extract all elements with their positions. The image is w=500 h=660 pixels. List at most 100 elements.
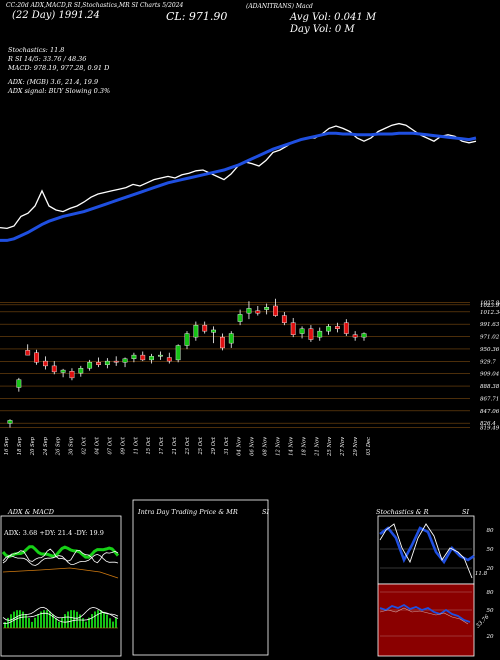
candle-body	[122, 358, 128, 363]
price-level-label: 909.04	[480, 372, 500, 378]
macd-histogram-bar	[109, 618, 111, 628]
header-tickers: CC:20d ADX,MACD,R SI,Stochastics,MR SI C…	[6, 2, 184, 9]
stoch-level-label: 80	[487, 528, 494, 534]
candle-body	[335, 326, 340, 329]
rsi-signal-line	[379, 607, 469, 625]
header-period: (22 Day) 1991.24	[12, 10, 100, 21]
macd-line	[2, 606, 119, 621]
candle-body	[290, 322, 296, 335]
macd-readout: MACD: 978.19, 977.28, 0.91 D	[8, 64, 110, 72]
date-label: 18 Nov	[301, 437, 307, 456]
candle-body	[34, 352, 39, 363]
macd-histogram-bar	[22, 611, 24, 628]
candle-body	[140, 354, 146, 361]
candle-body	[352, 334, 358, 338]
candle-body	[131, 354, 137, 359]
macd-signal-line	[2, 612, 119, 624]
stoch-value-label: 11.8	[475, 571, 488, 577]
macd-histogram-bar	[85, 621, 87, 628]
macd-histogram-bar	[13, 611, 15, 628]
rsi-value-label: 33.76	[475, 614, 491, 630]
header-day-vol: Day Vol: 0 M	[290, 24, 355, 35]
rsi-line	[379, 603, 471, 623]
adx-panel	[0, 515, 122, 657]
date-label: 15 Oct	[146, 436, 152, 454]
date-label: 21 Oct	[172, 436, 178, 455]
rsi-level-label: 50	[487, 608, 494, 614]
macd-histogram-bar	[115, 617, 117, 628]
rsi-level-label: 80	[487, 590, 494, 596]
date-label: 27 Nov	[340, 437, 346, 457]
candle-body	[219, 336, 225, 349]
candle-body	[69, 371, 75, 379]
macd-histogram-bar	[88, 617, 90, 628]
stoch-panel-si: SI	[462, 508, 470, 516]
price-level-label: 929.7	[480, 359, 496, 365]
trend-line-1	[0, 131, 477, 242]
macd-histogram-bar	[106, 614, 108, 628]
macd-histogram-bar	[19, 610, 21, 628]
date-label: 08 Nov	[263, 437, 269, 456]
date-label: 03 Dec	[366, 437, 372, 455]
macd-histogram-bar	[25, 614, 27, 628]
price-level-label: 888.38	[480, 384, 500, 390]
candle-body	[299, 328, 305, 334]
macd-histogram-bar	[28, 617, 30, 628]
candle-body	[246, 308, 252, 314]
candle-body	[343, 322, 349, 334]
candle-body	[202, 324, 208, 332]
date-label: 31 Oct	[224, 436, 230, 454]
price-level-label: 950.36	[480, 347, 500, 353]
stoch-k-line	[379, 523, 473, 579]
trend-line-0	[0, 122, 477, 230]
date-label: 18 Sep	[17, 436, 23, 455]
candle-body	[149, 356, 154, 361]
macd-histogram-bar	[43, 610, 45, 628]
date-label: 17 Oct	[159, 436, 165, 454]
macd-histogram-bar	[10, 614, 12, 628]
date-label: 09 Oct	[120, 436, 126, 454]
rsi-panel	[377, 583, 475, 657]
macd-histogram-bar	[112, 621, 114, 628]
candle-body	[113, 360, 119, 363]
candle-body	[60, 369, 66, 373]
header-avg-vol: Avg Vol: 0.041 M	[290, 12, 377, 23]
macd-histogram-bar	[40, 611, 42, 628]
candle-body	[87, 362, 93, 369]
candle-body	[175, 345, 181, 361]
candle-body	[211, 329, 216, 333]
adx-readout: ADX: (MGB) 3.6, 21.4, 19.9	[8, 78, 99, 86]
candle-body	[317, 330, 323, 338]
candle-body	[264, 306, 270, 310]
macd-histogram-bar	[91, 614, 93, 628]
candle-body	[16, 379, 22, 388]
price-level-label: 971.02	[480, 335, 500, 341]
macd-histogram-bar	[70, 610, 72, 628]
header-close: CL: 971.90	[166, 10, 228, 23]
candle-body	[7, 420, 13, 424]
candle-body	[193, 324, 199, 338]
date-label: 16 Sep	[4, 436, 10, 455]
date-label: 04 Nov	[237, 437, 243, 456]
macd-histogram-bar	[67, 611, 69, 628]
date-label: 26 Sep	[56, 436, 62, 456]
date-label: 30 Sep	[69, 436, 75, 455]
candle-body	[184, 333, 190, 346]
candle-body	[237, 314, 243, 322]
candle-body	[43, 360, 48, 367]
macd-histogram-bar	[58, 621, 60, 628]
date-label: 25 Nov	[327, 437, 333, 457]
stoch-level-label: 20	[486, 566, 494, 572]
date-label: 12 Nov	[276, 437, 282, 456]
date-label: 29 Nov	[353, 437, 359, 457]
candle-body	[326, 326, 331, 332]
candle-body	[166, 357, 172, 362]
macd-histogram-bar	[64, 614, 66, 628]
price-level-label: 867.71	[480, 396, 499, 402]
stoch-d-line	[379, 526, 475, 565]
date-label: 25 Oct	[198, 436, 204, 455]
date-label: 07 Oct	[107, 436, 113, 454]
price-level-label: 1012.34	[480, 310, 500, 316]
price-level-label: 1023.91	[480, 303, 500, 309]
